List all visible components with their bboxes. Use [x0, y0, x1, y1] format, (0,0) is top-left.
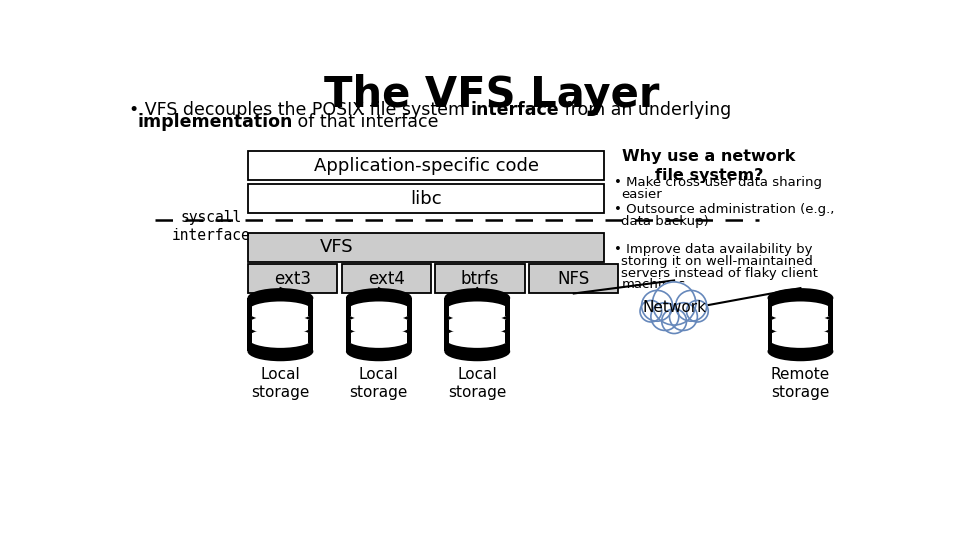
Ellipse shape: [346, 315, 412, 334]
Bar: [308, 306, 313, 316]
Text: NFS: NFS: [558, 270, 589, 288]
Ellipse shape: [346, 328, 412, 348]
Text: btrfs: btrfs: [461, 270, 499, 288]
Ellipse shape: [444, 342, 510, 361]
Ellipse shape: [346, 288, 412, 308]
Text: Why use a network
file system?: Why use a network file system?: [622, 150, 796, 183]
Bar: [444, 333, 449, 343]
Bar: [248, 264, 337, 294]
Text: Local
storage: Local storage: [448, 367, 507, 400]
Bar: [828, 320, 833, 329]
Text: • VFS decouples the POSIX file system: • VFS decouples the POSIX file system: [130, 101, 470, 119]
Bar: [767, 298, 833, 352]
Text: interface: interface: [470, 101, 560, 119]
Ellipse shape: [346, 301, 412, 321]
Text: Application-specific code: Application-specific code: [314, 157, 539, 174]
Ellipse shape: [444, 315, 510, 334]
Ellipse shape: [767, 342, 833, 361]
Bar: [529, 264, 618, 294]
Bar: [308, 333, 313, 343]
Bar: [407, 320, 412, 329]
Bar: [767, 320, 773, 329]
Bar: [248, 320, 252, 329]
Circle shape: [661, 309, 686, 334]
Text: Network: Network: [642, 300, 707, 315]
Circle shape: [641, 291, 673, 321]
Circle shape: [669, 303, 697, 330]
Ellipse shape: [444, 288, 510, 308]
Bar: [248, 184, 605, 213]
Bar: [346, 306, 350, 316]
Bar: [767, 333, 773, 343]
Bar: [828, 306, 833, 316]
Circle shape: [640, 300, 661, 322]
Text: • Make cross-user data sharing: • Make cross-user data sharing: [613, 177, 822, 190]
Bar: [436, 264, 524, 294]
Text: machines: machines: [621, 278, 685, 291]
Circle shape: [653, 282, 696, 325]
Text: Local
storage: Local storage: [349, 367, 408, 400]
Circle shape: [686, 300, 708, 322]
Bar: [505, 320, 510, 329]
Text: from an underlying: from an underlying: [560, 101, 732, 119]
Bar: [248, 306, 252, 316]
Bar: [248, 298, 313, 352]
Bar: [505, 306, 510, 316]
Ellipse shape: [248, 342, 313, 361]
Text: easier: easier: [621, 188, 662, 201]
Text: VFS: VFS: [321, 238, 354, 256]
Text: libc: libc: [410, 190, 442, 208]
Bar: [346, 333, 350, 343]
Text: • Outsource administration (e.g.,: • Outsource administration (e.g.,: [613, 204, 834, 217]
Text: Local
storage: Local storage: [252, 367, 310, 400]
Ellipse shape: [444, 328, 510, 348]
Ellipse shape: [248, 288, 313, 308]
Bar: [444, 298, 510, 352]
Text: of that interface: of that interface: [293, 113, 439, 131]
Text: servers instead of flaky client: servers instead of flaky client: [621, 267, 818, 280]
Bar: [346, 298, 412, 352]
Text: ext3: ext3: [274, 270, 311, 288]
Bar: [407, 306, 412, 316]
Text: ext4: ext4: [368, 270, 405, 288]
Ellipse shape: [248, 301, 313, 321]
Text: data backup): data backup): [621, 215, 709, 228]
Bar: [444, 306, 449, 316]
Circle shape: [651, 303, 679, 330]
Ellipse shape: [767, 288, 833, 308]
Text: storing it on well-maintained: storing it on well-maintained: [621, 255, 813, 268]
Bar: [444, 320, 449, 329]
Ellipse shape: [767, 301, 833, 321]
Ellipse shape: [767, 328, 833, 348]
Bar: [767, 306, 773, 316]
Bar: [346, 320, 350, 329]
Bar: [407, 333, 412, 343]
Ellipse shape: [248, 315, 313, 334]
Text: Remote
storage: Remote storage: [771, 367, 830, 400]
Text: implementation: implementation: [137, 113, 293, 131]
Ellipse shape: [346, 342, 412, 361]
Text: The VFS Layer: The VFS Layer: [324, 74, 660, 116]
Ellipse shape: [248, 328, 313, 348]
Text: syscall
interface: syscall interface: [172, 210, 251, 242]
Bar: [308, 320, 313, 329]
Bar: [248, 151, 605, 180]
Circle shape: [676, 291, 707, 321]
Ellipse shape: [767, 315, 833, 334]
Bar: [828, 333, 833, 343]
Bar: [248, 333, 252, 343]
Text: • Improve data availability by: • Improve data availability by: [613, 244, 812, 256]
Bar: [505, 333, 510, 343]
Ellipse shape: [444, 301, 510, 321]
Bar: [248, 233, 605, 262]
Bar: [342, 264, 431, 294]
